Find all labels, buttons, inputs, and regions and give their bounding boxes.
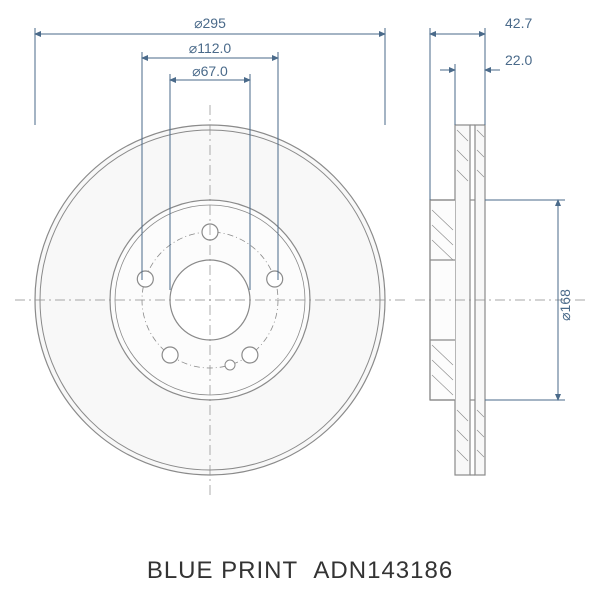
part-number: ADN143186 [313, 557, 453, 584]
product-label: BLUE PRINT ADN143186 [0, 557, 600, 585]
dim-bolt-circle: ⌀112.0 [189, 40, 232, 56]
dim-outer-diameter: ⌀295 [194, 15, 226, 31]
dim-thickness: 22.0 [505, 52, 532, 68]
dim-hub-bore: ⌀67.0 [192, 63, 228, 79]
technical-drawing: ⌀295 ⌀112.0 ⌀67.0 [10, 10, 590, 530]
dim-hat-diameter: ⌀168 [557, 289, 573, 321]
brand-name: BLUE PRINT [147, 557, 298, 584]
dim-hat-height: 42.7 [505, 15, 532, 31]
front-view [15, 105, 405, 495]
